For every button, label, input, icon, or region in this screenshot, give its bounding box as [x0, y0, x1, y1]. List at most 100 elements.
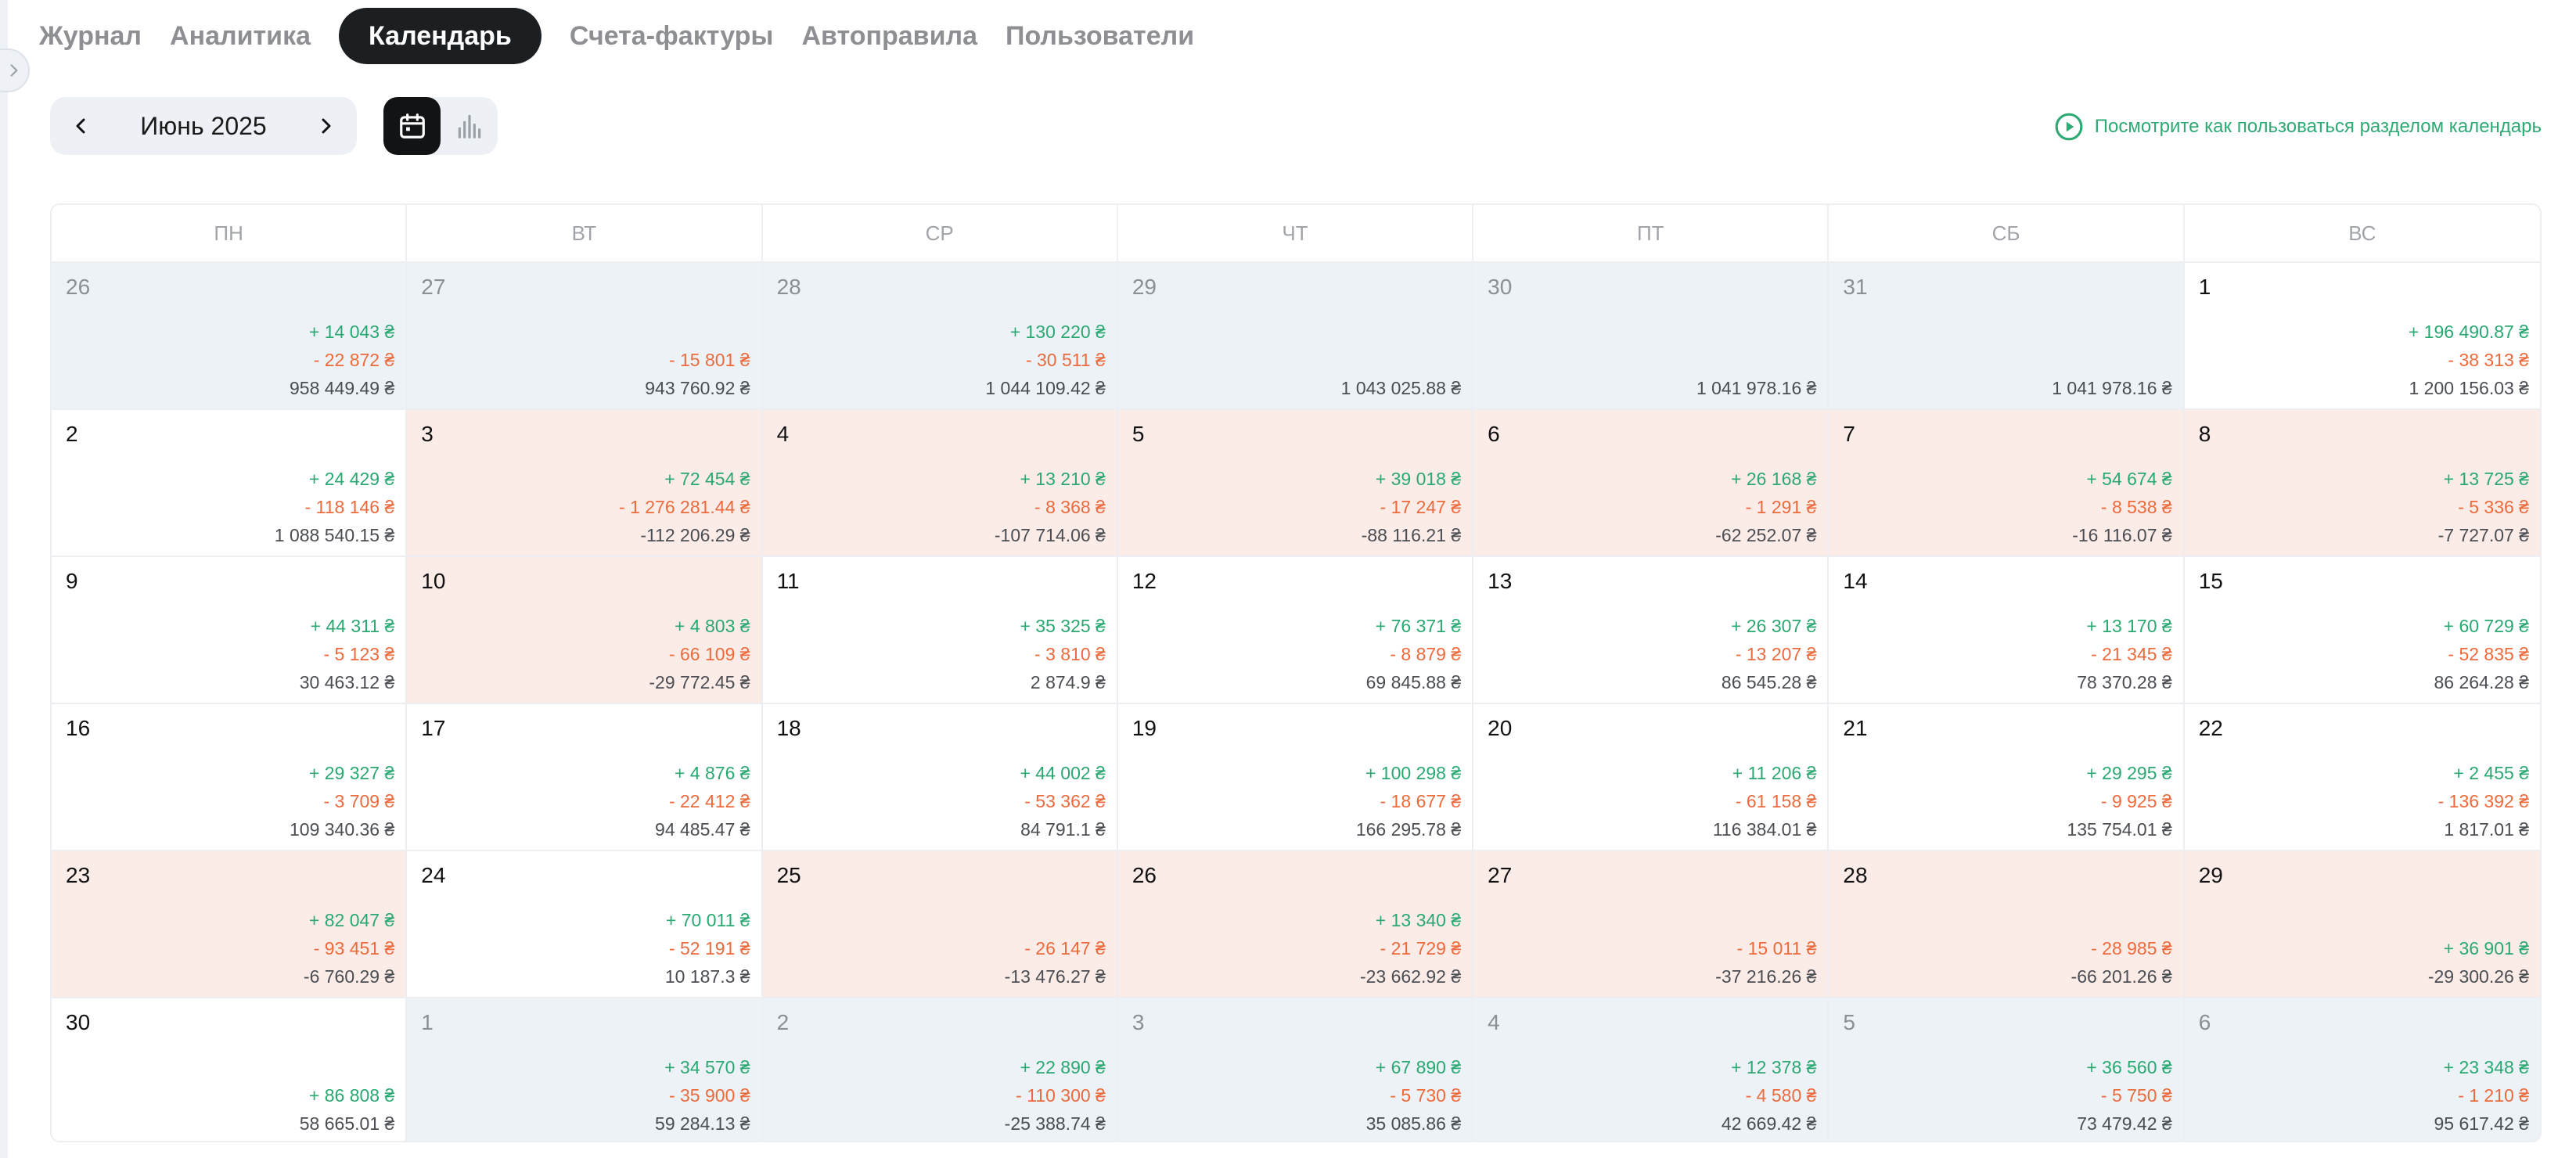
calendar-day-cell[interactable]: 28 - 28 985 ₴ -66 201.26 ₴: [1829, 850, 2185, 997]
day-expense: - 21 729 ₴: [1380, 938, 1462, 958]
tab-analytics[interactable]: Аналитика: [170, 21, 311, 51]
day-balance: 1 200 156.03 ₴: [2409, 378, 2529, 398]
chart-view-button[interactable]: [441, 97, 498, 155]
calendar-day-cell[interactable]: 4 + 13 210 ₴ - 8 368 ₴ -107 714.06 ₴: [762, 408, 1118, 556]
day-number: 29: [1131, 275, 1157, 299]
calendar-day-cell[interactable]: 30 1 041 978.16 ₴: [1473, 261, 1829, 408]
calendar-day-cell[interactable]: 1 + 196 490.87 ₴ - 38 313 ₴ 1 200 156.03 ₴: [2184, 261, 2540, 408]
calendar-view-button[interactable]: [383, 97, 441, 155]
day-amounts: 1 043 025.88 ₴: [1341, 374, 1461, 402]
day-income: + 34 570 ₴: [664, 1057, 750, 1077]
calendar-day-cell[interactable]: 12 + 76 371 ₴ - 8 879 ₴ 69 845.88 ₴: [1117, 556, 1474, 703]
help-link-label: Посмотрите как пользоваться разделом кал…: [2094, 116, 2542, 137]
calendar-day-cell[interactable]: 6 + 23 348 ₴ - 1 210 ₴ 95 617.42 ₴: [2184, 997, 2540, 1141]
day-income: + 24 429 ₴: [308, 469, 395, 489]
calendar-day-cell[interactable]: 6 + 26 168 ₴ - 1 291 ₴ -62 252.07 ₴: [1473, 408, 1829, 556]
calendar-day-cell[interactable]: 23 + 82 047 ₴ - 93 451 ₴ -6 760.29 ₴: [52, 850, 408, 997]
day-number: 21: [1843, 716, 1868, 740]
calendar-day-cell[interactable]: 4 + 12 378 ₴ - 4 580 ₴ 42 669.42 ₴: [1473, 997, 1829, 1141]
calendar-day-cell[interactable]: 15 + 60 729 ₴ - 52 835 ₴ 86 264.28 ₴: [2184, 556, 2540, 703]
day-balance: -29 300.26 ₴: [2427, 966, 2529, 987]
day-amounts: 1 041 978.16 ₴: [1696, 374, 1816, 402]
day-number: 6: [1488, 422, 1500, 446]
calendar-day-cell[interactable]: 13 + 26 307 ₴ - 13 207 ₴ 86 545.28 ₴: [1473, 556, 1829, 703]
tab-invoices[interactable]: Счета-фактуры: [569, 21, 774, 51]
day-balance: 30 463.12 ₴: [299, 672, 395, 692]
tab-calendar[interactable]: Календарь: [339, 8, 541, 64]
calendar-day-cell[interactable]: 20 + 11 206 ₴ - 61 158 ₴ 116 384.01 ₴: [1473, 703, 1829, 850]
day-number: 9: [66, 569, 78, 593]
calendar-day-cell[interactable]: 14 + 13 170 ₴ - 21 345 ₴ 78 370.28 ₴: [1829, 556, 2185, 703]
calendar-day-cell[interactable]: 17 + 4 876 ₴ - 22 412 ₴ 94 485.47 ₴: [407, 703, 763, 850]
calendar-day-cell[interactable]: 2 + 22 890 ₴ - 110 300 ₴ -25 388.74 ₴: [762, 997, 1118, 1141]
calendar-day-cell[interactable]: 5 + 36 560 ₴ - 5 750 ₴ 73 479.42 ₴: [1829, 997, 2185, 1141]
calendar-day-cell[interactable]: 9 + 44 311 ₴ - 5 123 ₴ 30 463.12 ₴: [52, 556, 408, 703]
calendar-day-cell[interactable]: 22 + 2 455 ₴ - 136 392 ₴ 1 817.01 ₴: [2184, 703, 2540, 850]
day-number: 31: [1843, 275, 1868, 299]
day-balance: -88 116.21 ₴: [1361, 525, 1462, 545]
calendar-day-cell[interactable]: 16 + 29 327 ₴ - 3 709 ₴ 109 340.36 ₴: [52, 703, 408, 850]
calendar-day-cell[interactable]: 3 + 72 454 ₴ - 1 276 281.44 ₴ -112 206.29 ₴: [407, 408, 763, 556]
day-expense: - 5 123 ₴: [323, 644, 395, 664]
day-number: 1: [2198, 275, 2211, 299]
calendar-day-cell[interactable]: 27 - 15 011 ₴ -37 216.26 ₴: [1473, 850, 1829, 997]
prev-month-button[interactable]: [66, 110, 97, 142]
calendar-help-link[interactable]: Посмотрите как пользоваться разделом кал…: [2054, 111, 2542, 142]
day-balance: -16 116.07 ₴: [2072, 525, 2172, 545]
calendar-day-cell[interactable]: 18 + 44 002 ₴ - 53 362 ₴ 84 791.1 ₴: [762, 703, 1118, 850]
day-balance: -7 727.07 ₴: [2437, 525, 2529, 545]
day-balance: -13 476.27 ₴: [1004, 966, 1106, 987]
day-expense: - 22 412 ₴: [668, 791, 750, 811]
calendar-day-cell[interactable]: 24 + 70 011 ₴ - 52 191 ₴ 10 187.3 ₴: [407, 850, 763, 997]
day-income: + 13 725 ₴: [2443, 469, 2529, 489]
day-amounts: + 14 043 ₴ - 22 872 ₴ 958 449.49 ₴: [290, 318, 394, 402]
day-balance: 1 041 978.16 ₴: [1696, 378, 1817, 398]
day-income: + 67 890 ₴: [1375, 1057, 1462, 1077]
tab-users[interactable]: Пользователи: [1006, 21, 1195, 51]
day-number: 15: [2198, 569, 2223, 593]
day-amounts: + 44 311 ₴ - 5 123 ₴ 30 463.12 ₴: [300, 612, 395, 696]
day-expense: - 1 210 ₴: [2458, 1085, 2529, 1106]
day-number: 24: [421, 863, 446, 887]
day-income: + 2 455 ₴: [2453, 763, 2529, 783]
calendar-day-cell[interactable]: 25 - 26 147 ₴ -13 476.27 ₴: [762, 850, 1118, 997]
tab-autorules[interactable]: Автоправила: [801, 21, 977, 51]
calendar-day-cell[interactable]: 31 1 041 978.16 ₴: [1829, 261, 2185, 408]
calendar-day-cell[interactable]: 5 + 39 018 ₴ - 17 247 ₴ -88 116.21 ₴: [1117, 408, 1474, 556]
calendar-day-cell[interactable]: 21 + 29 295 ₴ - 9 925 ₴ 135 754.01 ₴: [1829, 703, 2185, 850]
sidebar-toggle-button[interactable]: [0, 49, 30, 92]
day-expense: - 66 109 ₴: [668, 644, 750, 664]
calendar-day-cell[interactable]: 28 + 130 220 ₴ - 30 511 ₴ 1 044 109.42 ₴: [762, 261, 1118, 408]
calendar-day-cell[interactable]: 11 + 35 325 ₴ - 3 810 ₴ 2 874.9 ₴: [762, 556, 1118, 703]
calendar-day-cell[interactable]: 3 + 67 890 ₴ - 5 730 ₴ 35 085.86 ₴: [1117, 997, 1474, 1141]
calendar-icon: [399, 113, 425, 138]
calendar-day-cell[interactable]: 26 + 14 043 ₴ - 22 872 ₴ 958 449.49 ₴: [52, 261, 408, 408]
day-balance: 86 264.28 ₴: [2434, 672, 2529, 692]
calendar-day-cell[interactable]: 27 - 15 801 ₴ 943 760.92 ₴: [407, 261, 763, 408]
day-amounts: - 26 147 ₴ -13 476.27 ₴: [1005, 934, 1106, 991]
day-income: + 100 298 ₴: [1365, 763, 1462, 783]
calendar-day-cell[interactable]: 19 + 100 298 ₴ - 18 677 ₴ 166 295.78 ₴: [1117, 703, 1474, 850]
calendar-day-cell[interactable]: 2 + 24 429 ₴ - 118 146 ₴ 1 088 540.15 ₴: [52, 408, 408, 556]
day-balance: 1 044 109.42 ₴: [985, 378, 1106, 398]
calendar-day-cell[interactable]: 1 + 34 570 ₴ - 35 900 ₴ 59 284.13 ₴: [407, 997, 763, 1141]
day-income: + 44 002 ₴: [1020, 763, 1106, 783]
day-number: 23: [66, 863, 91, 887]
day-balance: 958 449.49 ₴: [289, 378, 395, 398]
calendar-day-cell[interactable]: 7 + 54 674 ₴ - 8 538 ₴ -16 116.07 ₴: [1829, 408, 2185, 556]
weekday-header: ПН ВТ СР ЧТ ПТ СБ ВС: [52, 205, 2540, 261]
next-month-button[interactable]: [310, 110, 341, 142]
calendar-day-cell[interactable]: 30 + 86 808 ₴ 58 665.01 ₴: [52, 997, 408, 1141]
calendar-day-cell[interactable]: 29 1 043 025.88 ₴: [1117, 261, 1474, 408]
calendar-day-cell[interactable]: 26 + 13 340 ₴ - 21 729 ₴ -23 662.92 ₴: [1117, 850, 1474, 997]
days-grid: 26 + 14 043 ₴ - 22 872 ₴ 958 449.49 ₴ 27- 15…: [52, 261, 2540, 1141]
day-balance: -107 714.06 ₴: [994, 525, 1106, 545]
day-income: + 130 220 ₴: [1009, 322, 1106, 342]
tab-journal[interactable]: Журнал: [39, 21, 142, 51]
calendar-day-cell[interactable]: 10 + 4 803 ₴ - 66 109 ₴ -29 772.45 ₴: [407, 556, 763, 703]
calendar-day-cell[interactable]: 29 + 36 901 ₴ -29 300.26 ₴: [2184, 850, 2540, 997]
calendar-day-cell[interactable]: 8 + 13 725 ₴ - 5 336 ₴ -7 727.07 ₴: [2184, 408, 2540, 556]
day-balance: 1 041 978.16 ₴: [2052, 378, 2172, 398]
day-balance: 94 485.47 ₴: [655, 819, 750, 840]
day-expense: - 110 300 ₴: [1016, 1085, 1106, 1106]
